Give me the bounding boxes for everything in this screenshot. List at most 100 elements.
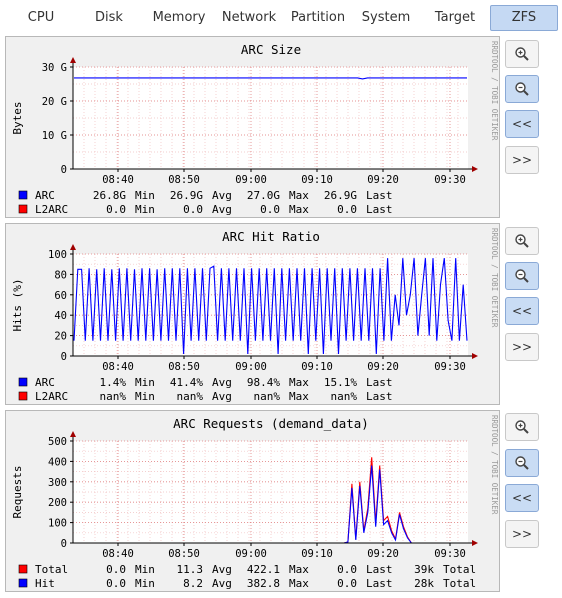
tab-target[interactable]: Target xyxy=(434,10,476,25)
zoom-in-button[interactable] xyxy=(505,413,539,441)
legend-value: 98.4% xyxy=(247,376,280,389)
legend-label: L2ARC xyxy=(35,203,68,216)
x-axis-arrow xyxy=(472,166,478,172)
legend-stat-label: Last xyxy=(366,577,393,590)
legend-value: nan% xyxy=(254,390,281,403)
legend-stat-label: Max xyxy=(289,390,309,403)
legend-value: 0.0 xyxy=(337,563,357,576)
legend-stat-label: Max xyxy=(289,203,309,216)
x-tick-label: 08:50 xyxy=(168,361,200,373)
legend-stat-label: Min xyxy=(135,376,155,389)
legend-label: Hit xyxy=(35,577,55,590)
legend-stat-label: Max xyxy=(289,376,309,389)
zoom-in-button[interactable] xyxy=(505,227,539,255)
legend-stat-label: Avg xyxy=(212,203,232,216)
y-tick-label: 20 G xyxy=(42,96,67,108)
y-axis-arrow xyxy=(70,431,76,437)
zoom-out-button[interactable] xyxy=(505,262,539,290)
back-button[interactable]: << xyxy=(505,110,539,138)
legend-stat-label: Last xyxy=(366,203,393,216)
legend-value: 26.9G xyxy=(324,189,357,202)
legend-label: ARC xyxy=(35,376,55,389)
legend-stat-label: Max xyxy=(289,577,309,590)
x-tick-label: 08:40 xyxy=(102,361,134,373)
legend-stat-label: Last xyxy=(366,376,393,389)
rrdtool-watermark: RRDTOOL / TOBI OETIKER xyxy=(490,41,499,141)
tab-network[interactable]: Network xyxy=(221,10,277,25)
chart-title: ARC Requests (demand_data) xyxy=(173,416,369,431)
legend-stat-label: Min xyxy=(135,189,155,202)
legend-stat-label: Min xyxy=(135,563,155,576)
x-tick-label: 09:30 xyxy=(434,548,466,560)
x-tick-label: 09:00 xyxy=(235,361,267,373)
plot-area xyxy=(73,67,468,169)
zoom-in-icon xyxy=(515,420,529,434)
legend-value: 8.2 xyxy=(183,577,203,590)
legend-value: 422.1 xyxy=(247,563,280,576)
y-tick-label: 0 xyxy=(61,164,67,176)
zoom-in-button[interactable] xyxy=(505,40,539,68)
legend-swatch-total xyxy=(18,564,28,574)
back-button[interactable]: << xyxy=(505,484,539,512)
legend-swatch-l2arc xyxy=(18,204,28,214)
legend-stat-label: Avg xyxy=(212,577,232,590)
legend-stat-label: Avg xyxy=(212,189,232,202)
tab-zfs[interactable]: ZFS xyxy=(490,5,558,31)
zoom-out-button[interactable] xyxy=(505,75,539,103)
x-tick-label: 09:10 xyxy=(301,548,333,560)
y-tick-label: 500 xyxy=(48,436,67,448)
x-tick-label: 08:50 xyxy=(168,174,200,186)
legend-stat-label: Avg xyxy=(212,376,232,389)
legend-value: nan% xyxy=(331,390,358,403)
tab-partition[interactable]: Partition xyxy=(290,10,346,25)
legend-value: 26.8G xyxy=(93,189,126,202)
legend-stat-label: Last xyxy=(366,563,393,576)
legend-value: 27.0G xyxy=(247,189,280,202)
x-axis-arrow xyxy=(472,540,478,546)
arc-requests-chart: 0 100 200 300 400 500 08:40 08:50 09:00 09:10 09:2… xyxy=(11,415,499,590)
legend-stat-label: Total xyxy=(443,563,476,576)
tab-disk[interactable]: Disk xyxy=(95,10,123,25)
y-axis-label: Hits (%) xyxy=(11,279,24,332)
forward-button[interactable]: >> xyxy=(505,333,539,361)
legend-label: Total xyxy=(35,563,68,576)
legend-value: 382.8 xyxy=(247,577,280,590)
y-tick-label: 40 xyxy=(54,310,67,322)
y-axis-label: Requests xyxy=(11,466,24,519)
forward-button[interactable]: >> xyxy=(505,520,539,548)
legend-stat-label: Avg xyxy=(212,390,232,403)
y-axis-arrow xyxy=(70,57,76,63)
tab-cpu[interactable]: CPU xyxy=(27,10,55,25)
arc-size-chart: 0 10 G 20 G 30 G 08:40 08:50 09:00 09:10 09:20 09… xyxy=(11,41,499,216)
y-tick-label: 100 xyxy=(48,249,67,261)
y-tick-label: 60 xyxy=(54,290,67,302)
x-tick-label: 09:20 xyxy=(367,174,399,186)
y-tick-label: 80 xyxy=(54,269,67,281)
zoom-out-button[interactable] xyxy=(505,449,539,477)
tab-memory[interactable]: Memory xyxy=(152,10,206,25)
back-button[interactable]: << xyxy=(505,297,539,325)
y-axis-label: Bytes xyxy=(11,101,24,134)
legend-value: nan% xyxy=(100,390,127,403)
legend-value: 39k xyxy=(414,563,434,576)
y-axis-arrow xyxy=(70,244,76,250)
legend-value: 1.4% xyxy=(100,376,127,389)
legend-value: 15.1% xyxy=(324,376,357,389)
x-tick-label: 09:20 xyxy=(367,361,399,373)
zoom-in-icon xyxy=(515,47,529,61)
legend-stat-label: Last xyxy=(366,390,393,403)
series-line-arc xyxy=(74,77,467,80)
legend-swatch-arc xyxy=(18,377,28,387)
legend-swatch-arc xyxy=(18,190,28,200)
x-tick-label: 09:30 xyxy=(434,361,466,373)
x-tick-label: 09:10 xyxy=(301,361,333,373)
legend-value: 0.0 xyxy=(337,203,357,216)
legend-value: nan% xyxy=(177,390,204,403)
y-tick-label: 400 xyxy=(48,456,67,468)
forward-button[interactable]: >> xyxy=(505,146,539,174)
legend-stat-label: Min xyxy=(135,390,155,403)
legend-stat-label: Last xyxy=(366,189,393,202)
rrdtool-watermark: RRDTOOL / TOBI OETIKER xyxy=(490,228,499,328)
legend-value: 0.0 xyxy=(337,577,357,590)
tab-system[interactable]: System xyxy=(361,10,411,25)
